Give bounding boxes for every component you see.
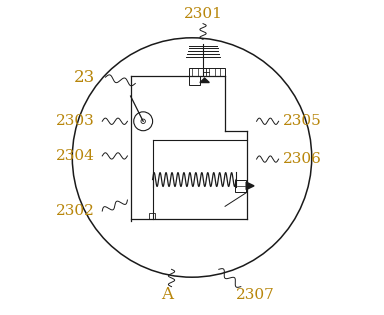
Polygon shape	[246, 182, 254, 190]
Text: 2301: 2301	[184, 7, 222, 21]
Text: 2304: 2304	[56, 149, 95, 163]
Text: A: A	[161, 286, 173, 303]
Polygon shape	[200, 78, 209, 83]
Bar	[235, 180, 246, 192]
Text: 2305: 2305	[283, 114, 322, 128]
Text: 2303: 2303	[56, 114, 95, 128]
Bar	[149, 213, 155, 219]
Text: 23: 23	[74, 69, 96, 86]
Text: 2306: 2306	[283, 152, 322, 166]
Bar	[189, 76, 200, 85]
Text: 2302: 2302	[56, 204, 95, 218]
Text: 2307: 2307	[236, 288, 275, 301]
Bar	[189, 68, 225, 76]
